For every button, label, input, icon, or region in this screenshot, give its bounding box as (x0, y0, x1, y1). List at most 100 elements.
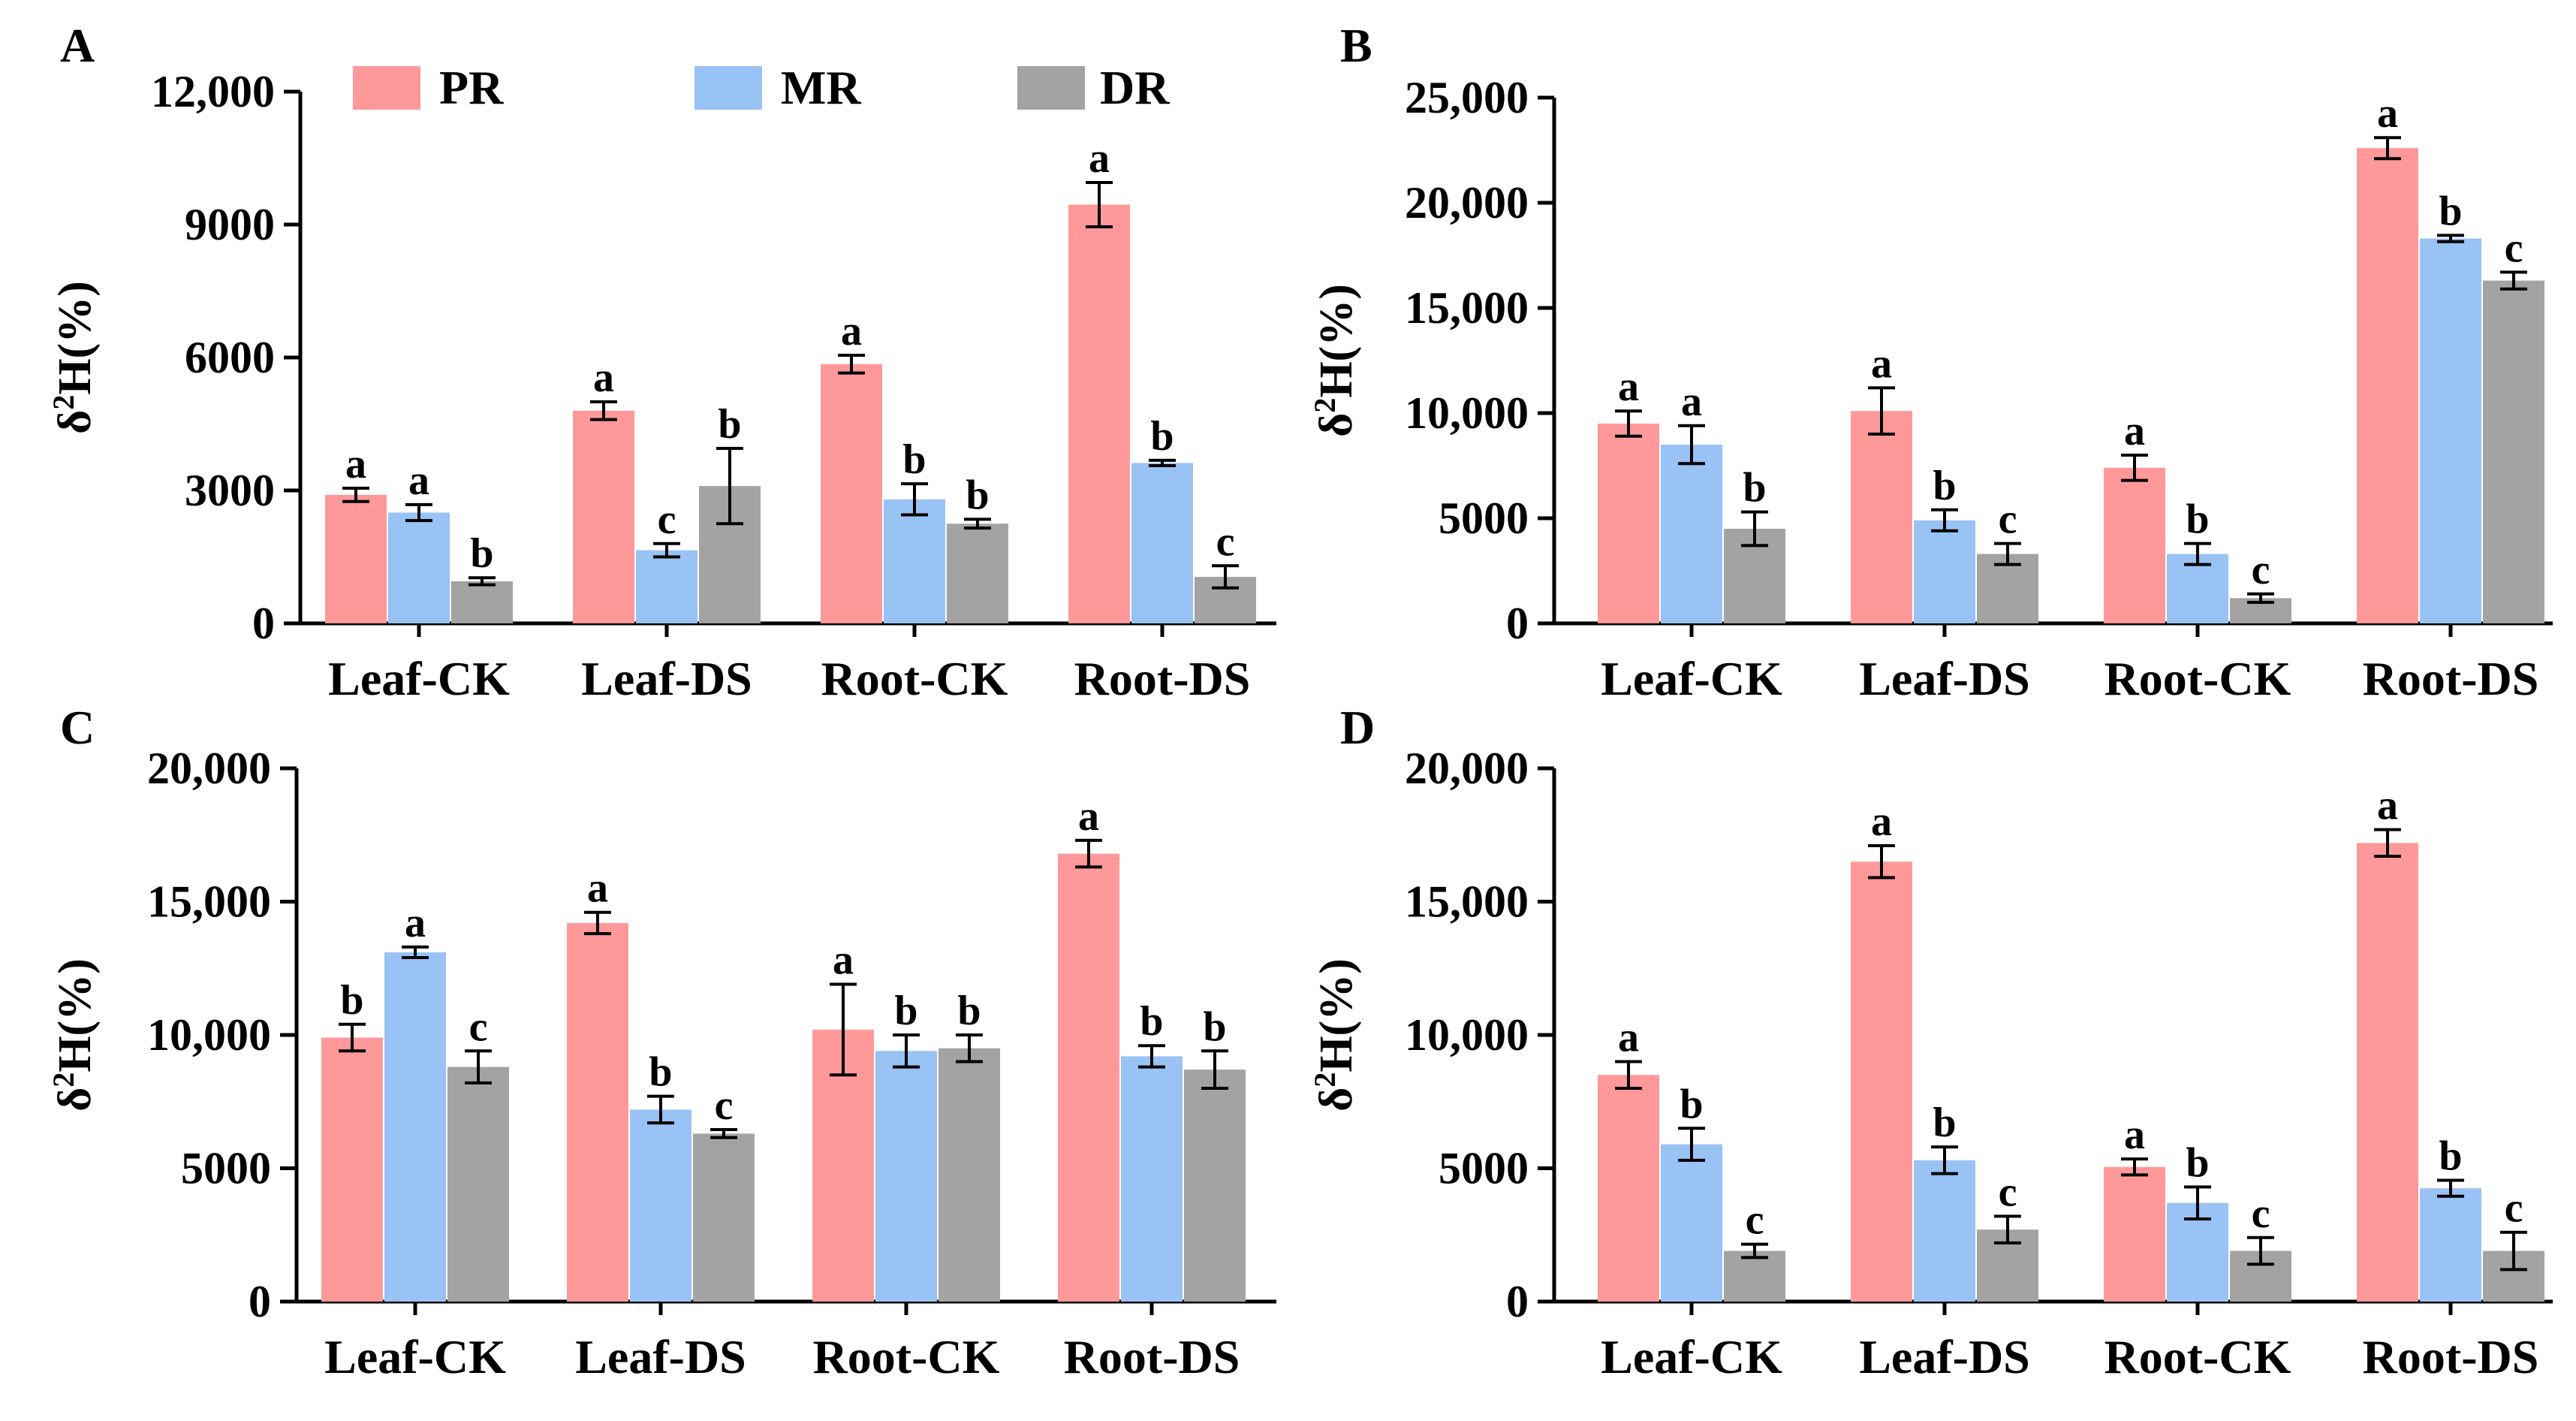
significance-letter: b (1203, 1003, 1226, 1050)
significance-letter: c (658, 496, 676, 543)
bar-pr-root-ds (1058, 853, 1119, 1302)
y-tick-label: 0 (1506, 599, 1529, 648)
y-tick-label: 6000 (185, 333, 275, 382)
significance-letter: a (1871, 798, 1892, 845)
significance-letter: a (1618, 364, 1639, 410)
x-tick-label: Leaf-CK (1601, 1330, 1782, 1383)
legend-swatch-pr (353, 66, 420, 110)
x-tick-label: Root-CK (2104, 1330, 2291, 1383)
y-tick-label: 20,000 (1405, 744, 1529, 793)
panel-label: A (60, 19, 95, 72)
significance-letter: a (833, 937, 854, 984)
significance-letter: c (2505, 225, 2523, 271)
significance-letter: c (2252, 1190, 2270, 1237)
x-tick-label: Leaf-CK (324, 1330, 506, 1383)
y-tick-label: 15,000 (1405, 283, 1529, 333)
bar-mr-leaf-ck (1661, 1144, 1722, 1302)
panel-d: Dδ2H(%)0500010,00015,00020,000abcLeaf-CK… (1308, 701, 2553, 1383)
bar-mr-leaf-ck (388, 512, 450, 623)
significance-letter: c (2505, 1185, 2523, 1232)
significance-letter: a (408, 457, 429, 504)
y-axis-label: δ2H(%) (47, 958, 101, 1112)
x-tick-label: Root-DS (1064, 1330, 1240, 1383)
significance-letter: b (1933, 463, 1956, 509)
y-tick-label: 20,000 (147, 744, 271, 793)
y-tick-label: 5000 (1439, 1144, 1529, 1193)
bar-mr-root-ck (884, 499, 945, 623)
significance-letter: a (841, 308, 862, 354)
significance-letter: c (469, 1003, 488, 1050)
significance-letter: a (1078, 793, 1099, 840)
y-tick-label: 0 (1506, 1277, 1529, 1326)
bar-pr-leaf-ds (573, 410, 634, 623)
bar-pr-root-ck (821, 364, 882, 623)
significance-letter: b (649, 1049, 672, 1096)
y-tick-label: 12,000 (151, 67, 275, 116)
bar-mr-root-ck (875, 1051, 937, 1302)
bar-mr-root-ds (2420, 238, 2481, 624)
bar-mr-root-ds (1121, 1056, 1183, 1302)
bar-mr-leaf-ds (1914, 520, 1975, 623)
bar-pr-leaf-ds (1851, 411, 1912, 623)
y-tick-label: 10,000 (1405, 388, 1529, 438)
significance-letter: b (894, 988, 917, 1034)
significance-letter: b (957, 988, 981, 1034)
x-tick-label: Leaf-DS (1859, 652, 2030, 705)
x-tick-label: Leaf-CK (1601, 652, 1782, 705)
bar-pr-leaf-ds (567, 922, 628, 1302)
bar-dr-root-ck (947, 523, 1008, 623)
x-tick-label: Root-DS (2363, 1330, 2539, 1383)
significance-letter: a (405, 900, 426, 946)
legend-label-pr: PR (439, 61, 504, 114)
significance-letter: b (966, 472, 989, 518)
y-tick-label: 0 (249, 1277, 271, 1326)
significance-letter: a (1871, 340, 1892, 387)
significance-letter: a (1089, 135, 1110, 182)
bar-mr-root-ds (2420, 1188, 2481, 1302)
y-axis-label: δ2H(%) (1308, 958, 1363, 1112)
y-tick-label: 10,000 (147, 1010, 271, 1060)
significance-letter: b (902, 436, 926, 483)
panel-c: Cδ2H(%)0500010,00015,00020,000bacLeaf-CK… (47, 701, 1276, 1383)
legend-label-mr: MR (781, 61, 861, 114)
y-axis-label: δ2H(%) (1308, 284, 1363, 437)
significance-letter: b (718, 401, 741, 448)
significance-letter: a (593, 354, 614, 401)
bar-dr-root-ds (2483, 280, 2544, 623)
significance-letter: b (2186, 1139, 2209, 1186)
significance-letter: c (1999, 1169, 2017, 1215)
significance-letter: a (587, 865, 608, 912)
bar-mr-leaf-ds (636, 550, 697, 623)
significance-letter: c (1216, 518, 1235, 565)
bar-dr-leaf-ds (693, 1133, 755, 1302)
significance-letter: b (2439, 188, 2462, 234)
legend: PR MR DR (353, 61, 1170, 114)
bar-mr-leaf-ds (630, 1109, 691, 1302)
bar-pr-leaf-ck (325, 494, 387, 623)
bar-pr-root-ck (2104, 467, 2165, 623)
x-tick-label: Leaf-DS (575, 1330, 746, 1383)
significance-letter: b (1680, 1081, 1703, 1127)
significance-letter: b (2439, 1133, 2462, 1179)
y-tick-label: 20,000 (1405, 178, 1529, 228)
significance-letter: c (715, 1082, 734, 1129)
significance-letter: c (2252, 547, 2270, 593)
significance-letter: a (1681, 379, 1702, 425)
bar-pr-root-ds (1068, 204, 1130, 623)
y-tick-label: 0 (252, 599, 275, 648)
legend-swatch-dr (1017, 66, 1085, 110)
significance-letter: a (2124, 1112, 2145, 1158)
bar-pr-root-ck (2104, 1166, 2165, 1302)
bar-pr-leaf-ck (1598, 424, 1659, 623)
significance-letter: b (1933, 1100, 1956, 1146)
significance-letter: b (2186, 496, 2209, 543)
significance-letter: c (1999, 496, 2017, 543)
bar-pr-leaf-ck (321, 1037, 383, 1302)
y-tick-label: 5000 (181, 1144, 271, 1193)
x-tick-label: Leaf-DS (581, 652, 752, 705)
x-tick-label: Leaf-DS (1859, 1330, 2030, 1383)
significance-letter: a (1618, 1015, 1639, 1061)
x-tick-label: Root-CK (813, 1330, 1000, 1383)
